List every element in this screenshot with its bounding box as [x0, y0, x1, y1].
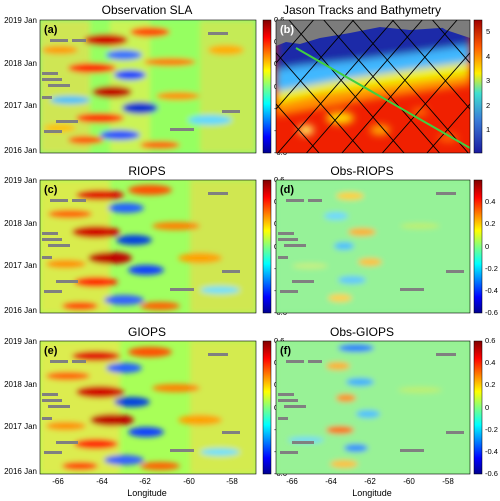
panel-b: Jason Tracks and Bathymetry	[275, 3, 490, 154]
panel-b-title: Jason Tracks and Bathymetry	[283, 3, 441, 17]
cbar-tick: -0.4	[485, 286, 498, 295]
panel-e-colorbar	[262, 340, 272, 475]
panel-c-title: RIOPS	[128, 164, 165, 178]
panel-e-xtick: -62	[139, 477, 151, 486]
panel-d-gaps	[278, 192, 464, 293]
panel-a-title: Observation SLA	[102, 3, 193, 17]
panel-a-ytick: 2016 Jan	[4, 146, 37, 155]
panel-b-colorbar	[473, 19, 483, 154]
panel-e-xticks: -66 -64 -62 -60 -58	[52, 477, 238, 486]
cbar-tick: 4	[486, 52, 490, 61]
panel-e-gaps	[42, 353, 240, 454]
panel-e-ytick: 2017 Jan	[4, 422, 37, 431]
panel-e-heatmap	[40, 341, 256, 474]
panel-e-title: GIOPS	[128, 325, 166, 339]
panel-f-xtick: -58	[442, 477, 454, 486]
panel-a: Observation SLA	[4, 3, 287, 157]
panel-a-label: (a)	[44, 24, 58, 36]
panel-f-xlabel: Longitude	[352, 488, 392, 498]
panel-c-label: (c)	[44, 184, 58, 196]
panel-f-cbar-ticks: 0.6 0.4 0.2 0 -0.2 -0.4 -0.6	[485, 336, 498, 478]
cbar-tick: 0.6	[485, 336, 495, 345]
panel-c-gaps	[42, 192, 240, 293]
panel-c-ytick: 2016 Jan	[4, 306, 37, 315]
panel-f-xtick: -66	[286, 477, 298, 486]
panel-e-yticks: 2019 Jan 2018 Jan 2017 Jan 2016 Jan	[4, 337, 37, 476]
panel-e-xtick: -64	[96, 477, 108, 486]
panel-c-colorbar	[262, 179, 272, 314]
cbar-tick: 0.2	[485, 219, 495, 228]
cbar-tick: 0.6	[274, 175, 284, 184]
panel-e: GIOPS	[4, 325, 287, 498]
panel-f-xtick: -64	[325, 477, 337, 486]
panel-f-title: Obs-GIOPS	[330, 325, 394, 339]
cbar-tick: -0.4	[485, 447, 498, 456]
panel-e-xtick: -66	[52, 477, 64, 486]
panel-a-field	[40, 20, 256, 153]
panel-c-yticks: 2019 Jan 2018 Jan 2017 Jan 2016 Jan	[4, 176, 37, 315]
panel-f-xtick: -60	[403, 477, 415, 486]
cbar-tick: -0.6	[485, 308, 498, 317]
cbar-tick: -0.2	[485, 264, 498, 273]
panel-f-colorbar	[473, 340, 483, 475]
panel-f-field	[276, 341, 470, 474]
panel-e-label: (e)	[44, 345, 58, 357]
panel-c-ytick: 2019 Jan	[4, 176, 37, 185]
panel-d-colorbar	[473, 179, 483, 314]
panel-c-ytick: 2017 Jan	[4, 261, 37, 270]
cbar-tick: 0.6	[274, 336, 284, 345]
cbar-tick: 1	[486, 125, 490, 134]
panel-f-label: (f)	[280, 345, 291, 357]
cbar-tick: 0.4	[485, 358, 495, 367]
panel-f-xticks: -66 -64 -62 -60 -58	[286, 477, 454, 486]
panel-e-xtick: -60	[183, 477, 195, 486]
panel-e-field	[40, 341, 256, 474]
panel-d-heatmap	[276, 180, 470, 313]
panel-a-ytick: 2017 Jan	[4, 101, 37, 110]
panel-f: Obs-GIOPS	[275, 325, 498, 498]
panel-d-title: Obs-RIOPS	[330, 164, 393, 178]
panel-e-ytick: 2016 Jan	[4, 467, 37, 476]
panel-c-ytick: 2018 Jan	[4, 219, 37, 228]
panel-c-heatmap	[40, 180, 256, 313]
panel-d-field	[276, 180, 470, 313]
panel-f-gaps	[278, 353, 464, 454]
panel-a-colorbar	[262, 19, 272, 154]
panel-e-xtick: -58	[226, 477, 238, 486]
panel-d: Obs-RIOPS	[275, 164, 498, 317]
cbar-tick: -0.2	[485, 425, 498, 434]
panel-e-ytick: 2018 Jan	[4, 380, 37, 389]
panel-a-ytick: 2018 Jan	[4, 59, 37, 68]
cbar-tick: 3	[486, 76, 490, 85]
cbar-tick: 0.2	[485, 380, 495, 389]
panel-a-heatmap	[40, 20, 256, 153]
panel-b-label: (b)	[280, 24, 294, 36]
cbar-tick: 0	[485, 242, 489, 251]
panel-b-map	[276, 20, 470, 153]
panel-a-ytick: 2019 Jan	[4, 16, 37, 25]
cbar-tick: -0.6	[485, 469, 498, 478]
panel-e-ytick: 2019 Jan	[4, 337, 37, 346]
cbar-tick: 0.4	[485, 197, 495, 206]
panel-a-gaps	[42, 32, 240, 133]
panel-d-label: (d)	[280, 184, 294, 196]
panel-b-cbar-ticks: 5 4 3 2 1	[486, 27, 490, 134]
panel-a-yticks: 2019 Jan 2018 Jan 2017 Jan 2016 Jan	[4, 16, 37, 155]
cbar-tick: 0.6	[274, 15, 284, 24]
cbar-tick: 5	[486, 27, 490, 36]
panel-b-land	[276, 20, 470, 46]
panel-f-heatmap	[276, 341, 470, 474]
panel-f-xtick: -62	[364, 477, 376, 486]
cbar-tick: 0	[485, 403, 489, 412]
panel-c: RIOPS	[4, 164, 287, 317]
cbar-tick: 2	[486, 101, 490, 110]
panel-e-xlabel: Longitude	[127, 488, 167, 498]
panel-b-green-line	[295, 47, 470, 149]
panel-d-cbar-ticks: 0.4 0.2 0 -0.2 -0.4 -0.6	[485, 197, 498, 317]
